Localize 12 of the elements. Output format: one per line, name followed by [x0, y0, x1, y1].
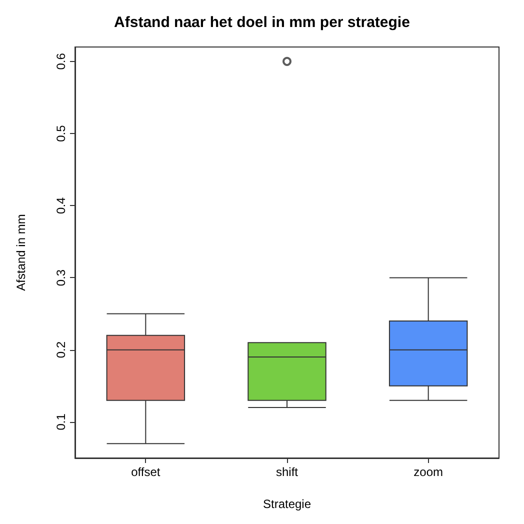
y-tick-label: 0.1 — [54, 413, 68, 430]
x-tick-label: shift — [276, 465, 299, 479]
x-tick-label: zoom — [414, 465, 444, 479]
x-tick-label: offset — [131, 465, 161, 479]
y-axis-title: Afstand in mm — [14, 214, 28, 291]
x-axis-title: Strategie — [262, 497, 312, 511]
chart-title: Afstand naar het doel in mm per strategie — [114, 14, 410, 31]
y-tick-label: 0.4 — [54, 196, 68, 214]
y-tick-label: 0.3 — [54, 269, 68, 286]
y-tick-label: 0.2 — [54, 341, 68, 358]
y-tick-label: 0.5 — [54, 124, 68, 142]
y-tick-label: 0.6 — [54, 52, 68, 70]
